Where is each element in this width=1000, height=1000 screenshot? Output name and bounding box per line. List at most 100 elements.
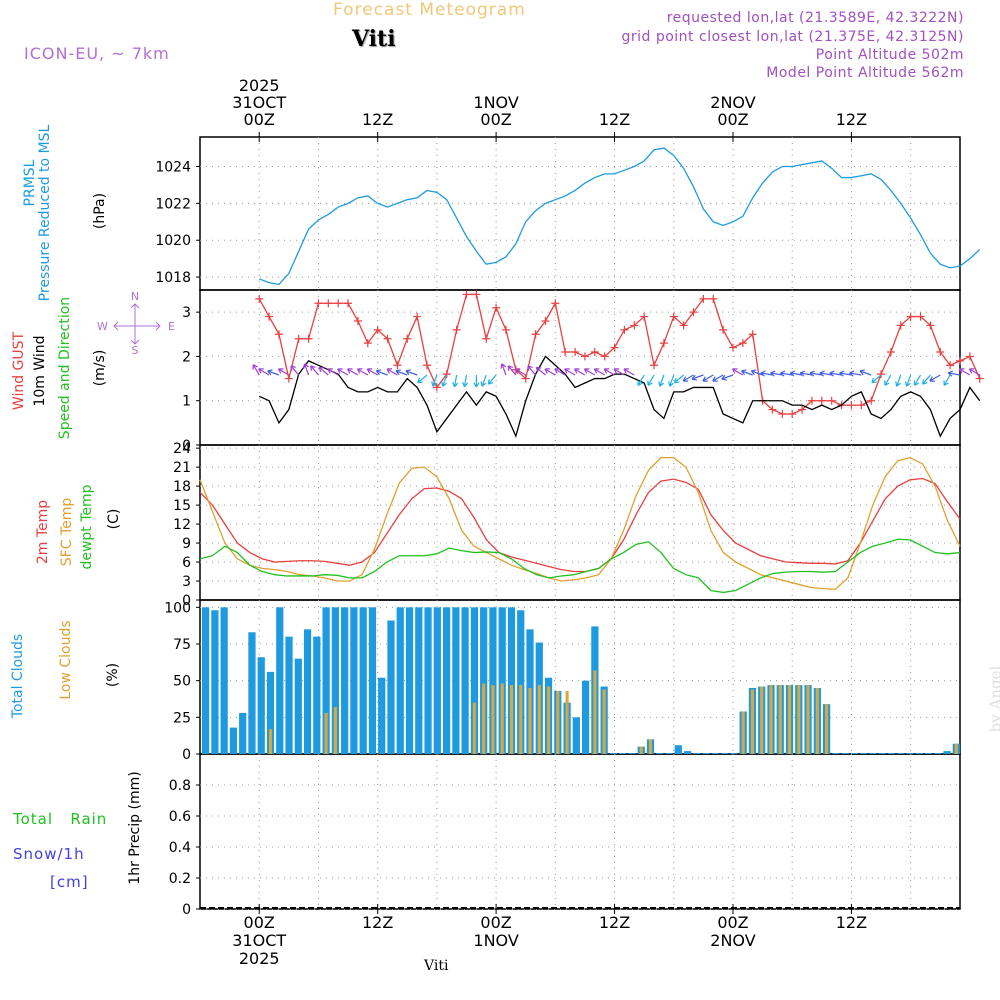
wind-arrow (668, 374, 675, 387)
total-cloud-bar (341, 607, 349, 754)
gust-marker (798, 405, 807, 414)
low-cloud-bar (797, 685, 801, 754)
total-cloud-bar (619, 753, 627, 754)
gust-marker (452, 325, 461, 334)
bottom-time-line: 00Z (480, 913, 512, 932)
svg-text:S: S (132, 344, 139, 357)
top-time-label-line: 12Z (835, 110, 868, 129)
gust-marker (926, 321, 935, 330)
wind-arrow (267, 369, 280, 376)
total-cloud-bar (378, 677, 386, 754)
bottom-time-line: 00Z (717, 913, 749, 932)
y-tick-label: 3 (182, 574, 191, 590)
wind-arrow (849, 370, 862, 377)
gust-marker (956, 356, 964, 365)
model-name: ICON-EU, ~ 7km (24, 44, 170, 63)
wind-arrow (904, 374, 912, 387)
total-cloud-bar (229, 727, 238, 754)
wind-arrow (968, 368, 981, 376)
total-cloud-bar (869, 753, 877, 754)
gust-marker (896, 321, 905, 330)
wind-arrow (395, 369, 408, 376)
gust-marker (689, 308, 698, 317)
total-cloud-bar (489, 607, 497, 754)
gust-marker (353, 317, 362, 325)
wind-arrow (913, 374, 922, 386)
total-cloud-bar (220, 607, 228, 754)
gust-marker (314, 299, 323, 308)
total-cloud-bar (415, 607, 423, 754)
wind-arrow (593, 368, 605, 376)
wind-arrow (895, 374, 902, 387)
y-tick-label: 1018 (155, 270, 191, 286)
bottom-time-line: 12Z (835, 913, 868, 932)
gust-marker (847, 401, 856, 410)
y-tick-label: 2 (182, 349, 191, 365)
low-cloud-bar (741, 711, 745, 754)
total-cloud-bar (582, 680, 590, 754)
wind-arrow (829, 370, 842, 377)
total-cloud-bar (303, 629, 312, 754)
wind-arrow (637, 374, 645, 386)
gust-marker (669, 312, 678, 321)
wind-arrow (405, 369, 418, 376)
wind-arrow (318, 366, 329, 376)
total-cloud-bar (239, 712, 247, 754)
gust-marker (936, 348, 945, 356)
total-cloud-bar (248, 632, 256, 754)
y-tick-label: 1024 (155, 159, 191, 175)
total-cloud-bar (656, 753, 664, 754)
wind-arrow (731, 368, 744, 376)
wind-arrow (386, 368, 398, 376)
model-altitude: Model Point Altitude 562m (766, 65, 964, 81)
total-cloud-bar (276, 607, 284, 754)
wind-arrow (943, 374, 951, 386)
requested-coords: requested lon,lat (21.3589E, 42.3222N) (666, 10, 964, 26)
wind-arrow (564, 368, 576, 376)
y-tick-label: 0 (182, 902, 191, 918)
gust-marker (916, 312, 925, 321)
gust-marker (877, 370, 886, 379)
bottom-time-label-3: 12Z (575, 914, 655, 932)
gust-marker (659, 339, 668, 348)
gust-marker (748, 330, 757, 339)
pressure-line (258, 147, 981, 286)
y-tick-label: 15 (173, 498, 191, 514)
y-tick-label: 0 (182, 747, 191, 763)
wind-arrow (947, 370, 961, 377)
sfc-temp-line (199, 456, 961, 590)
total-cloud-bar (433, 607, 441, 754)
wind-arrow (691, 374, 704, 381)
gust-marker (284, 374, 293, 383)
panel-frame-0 (199, 136, 961, 291)
total-cloud-bar (498, 607, 506, 754)
gust-marker (274, 330, 283, 339)
gust-marker (324, 299, 333, 308)
gust-marker (294, 334, 303, 343)
total-cloud-bar (202, 607, 210, 754)
wind-arrow (929, 374, 941, 382)
point-altitude: Point Altitude 502m (815, 47, 964, 63)
total-cloud-bar (470, 607, 479, 754)
y-tick-label: 75 (173, 637, 191, 653)
top-time-label-line: 2NOV (710, 93, 756, 112)
wind-arrow (258, 368, 270, 376)
low-cloud-bar (472, 702, 476, 754)
total-cloud-bar (211, 610, 219, 754)
y-tick-label: 0.4 (169, 840, 191, 856)
total-cloud-bar (507, 607, 516, 754)
gust-marker (551, 299, 560, 308)
total-cloud-bar (405, 607, 414, 754)
gust-marker (344, 299, 353, 308)
gust-marker (590, 348, 599, 356)
gust-marker (768, 405, 777, 414)
top-time-label-0: 2025 31OCT 00Z (219, 77, 299, 128)
wind-arrow (462, 374, 469, 388)
total-cloud-bar (628, 753, 636, 754)
bottom-time-line: 00Z (243, 913, 275, 932)
y-tick-label: 3 (182, 305, 191, 321)
total-cloud-bar (452, 607, 460, 754)
wind-arrow (770, 370, 783, 377)
top-time-label-line: 1NOV (473, 93, 519, 112)
y-tick-label: 0.2 (169, 871, 191, 887)
